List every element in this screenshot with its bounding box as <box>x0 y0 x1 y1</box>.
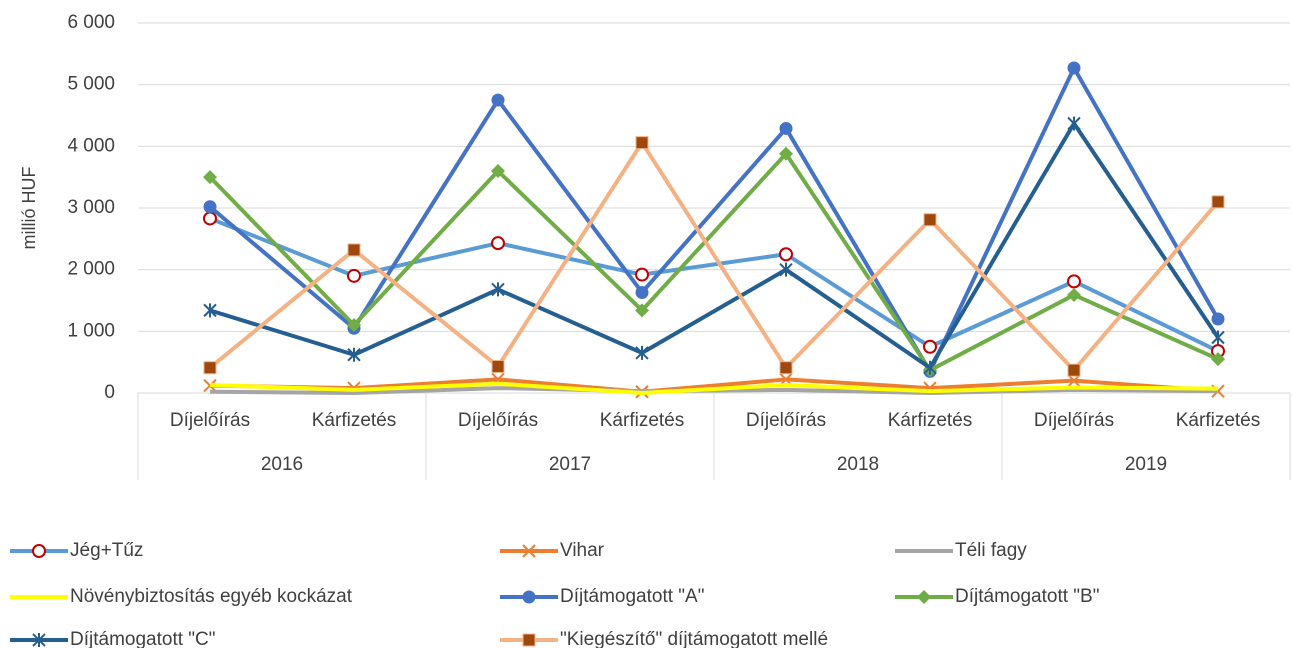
series-marker <box>1067 363 1081 377</box>
series-line <box>208 66 1220 374</box>
legend-marker <box>32 633 46 647</box>
x-tick-label: Díjelőírás <box>170 410 250 431</box>
legend-marker <box>522 590 536 604</box>
series-marker <box>635 136 649 150</box>
series-marker <box>1067 61 1081 75</box>
series-line <box>209 121 1220 370</box>
x-tick-label: Díjelőírás <box>1034 410 1114 431</box>
group-label: 2018 <box>837 454 879 475</box>
series-marker <box>491 236 505 251</box>
series-marker <box>203 361 217 375</box>
series-marker <box>1211 352 1225 367</box>
series-marker <box>1067 274 1081 289</box>
series-marker <box>1211 195 1225 209</box>
series-marker <box>923 213 937 227</box>
legend-marker <box>522 544 536 558</box>
series-marker <box>1211 330 1225 345</box>
series-marker <box>203 211 217 226</box>
series-marker <box>923 339 937 354</box>
y-axis-label: millió HUF <box>19 167 39 250</box>
series-marker <box>923 360 937 375</box>
series-marker <box>635 303 649 318</box>
series-marker <box>779 247 793 262</box>
series-marker <box>1211 312 1225 326</box>
legend-label: Jég+Tűz <box>70 540 143 561</box>
series-marker <box>491 359 505 373</box>
series-marker <box>203 170 217 185</box>
series-marker <box>779 121 793 135</box>
series-marker <box>1067 287 1081 302</box>
y-tick-label: 3 000 <box>67 197 115 218</box>
y-tick-label: 5 000 <box>67 74 115 95</box>
group-label: 2017 <box>549 454 591 475</box>
y-tick-label: 0 <box>104 382 115 403</box>
series-marker <box>491 164 505 178</box>
series-marker <box>491 282 505 297</box>
series-marker <box>779 361 793 375</box>
series-marker <box>635 285 649 299</box>
series-line <box>209 381 1219 395</box>
series-line <box>209 377 1219 394</box>
y-tick-label: 6 000 <box>67 12 115 33</box>
series-marker <box>635 267 649 282</box>
group-label: 2016 <box>261 454 303 475</box>
series-marker <box>1067 116 1081 131</box>
legend-marker <box>917 590 931 604</box>
y-tick-label: 2 000 <box>67 259 115 280</box>
series-marker <box>347 318 361 333</box>
y-tick-label: 1 000 <box>67 320 115 341</box>
series-line <box>208 151 1219 373</box>
series-marker <box>635 345 649 360</box>
legend-marker <box>522 633 536 647</box>
x-tick-label: Kárfizetés <box>312 410 396 431</box>
x-tick-label: Kárfizetés <box>600 410 684 431</box>
legend-marker <box>32 544 46 558</box>
series-marker <box>203 200 217 214</box>
group-label: 2019 <box>1125 454 1167 475</box>
series-marker <box>347 243 361 257</box>
legend-label: Díjtámogatott "C" <box>70 629 216 648</box>
legend-label: Vihar <box>560 540 605 561</box>
series-marker <box>779 146 793 161</box>
legend-label: "Kiegészítő" díjtámogatott mellé <box>560 629 828 648</box>
legend-label: Díjtámogatott "A" <box>560 586 704 607</box>
series-marker <box>779 262 793 277</box>
series-line <box>208 140 1220 373</box>
x-tick-label: Díjelőírás <box>746 410 826 431</box>
y-tick-label: 4 000 <box>67 135 115 156</box>
legend-label: Téli fagy <box>955 540 1027 561</box>
series-marker <box>491 93 505 107</box>
x-tick-label: Díjelőírás <box>458 410 538 431</box>
series-marker <box>203 303 217 318</box>
series-marker <box>347 347 361 362</box>
legend-label: Díjtámogatott "B" <box>955 586 1099 607</box>
x-tick-label: Kárfizetés <box>1176 410 1260 431</box>
legend-label: Növénybiztosítás egyéb kockázat <box>70 586 353 607</box>
x-tick-label: Kárfizetés <box>888 410 972 431</box>
series-marker <box>347 268 361 283</box>
